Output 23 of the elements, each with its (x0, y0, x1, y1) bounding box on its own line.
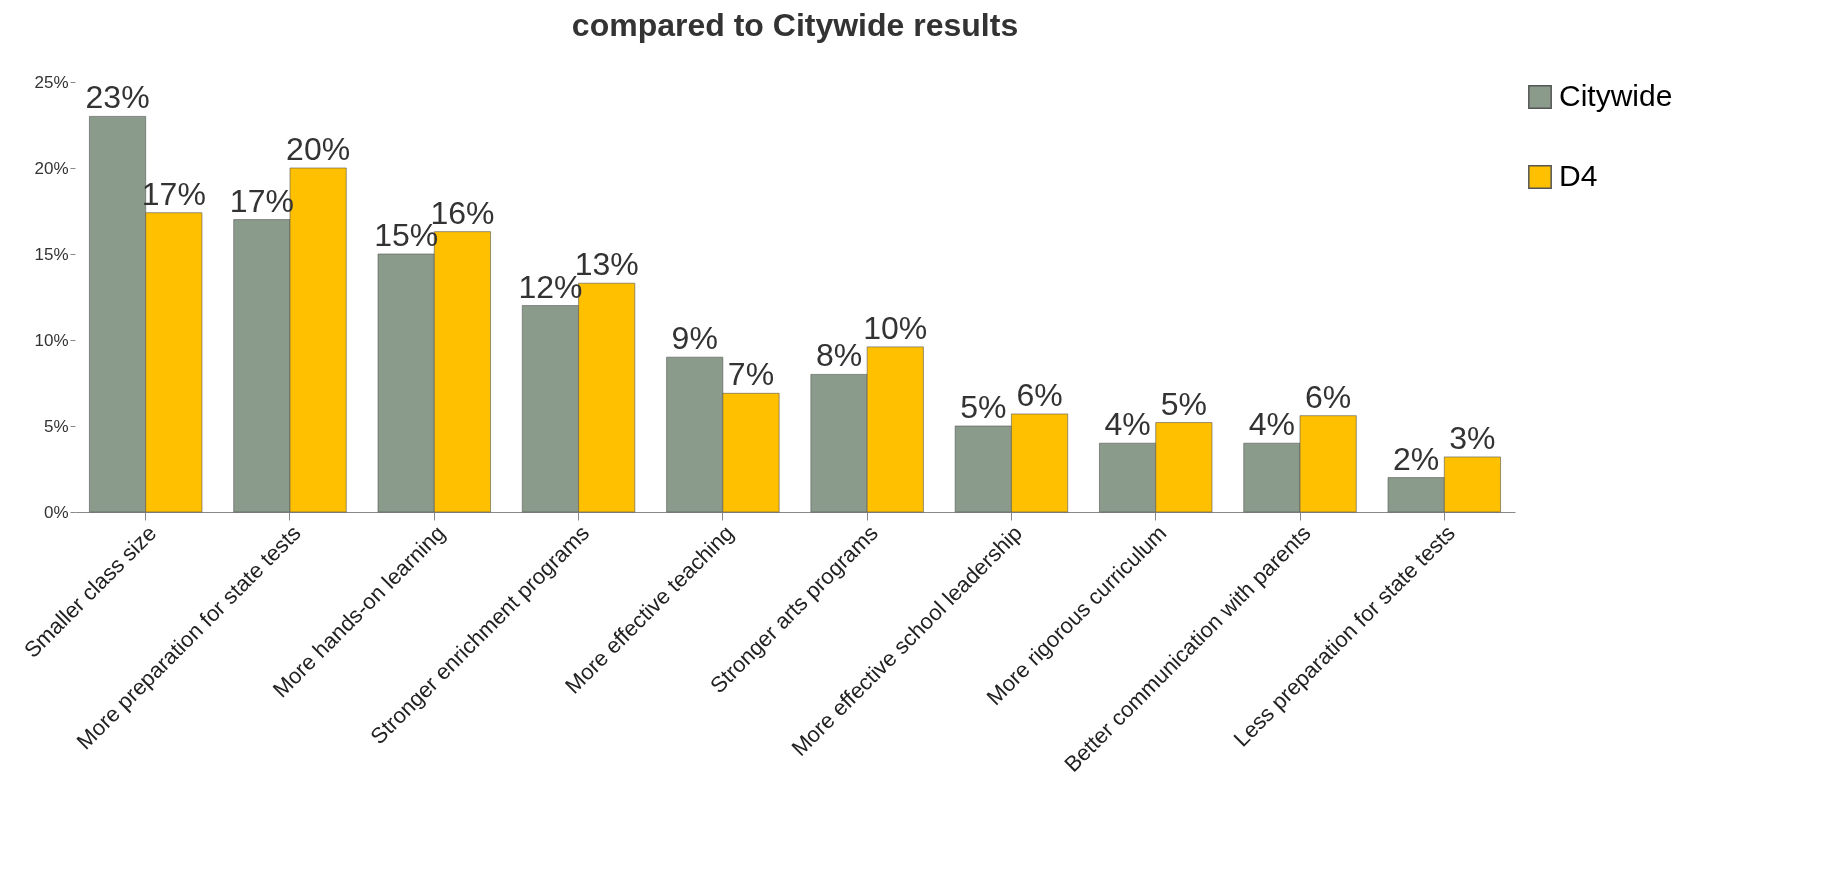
data-label: 9% (671, 320, 718, 357)
data-label: 5% (1160, 385, 1207, 422)
data-label: 10% (863, 309, 928, 346)
y-tick-label: 20% (34, 158, 69, 178)
data-label: 3% (1449, 419, 1496, 456)
y-tick-label: 10% (34, 330, 69, 350)
data-label: 23% (85, 79, 150, 116)
data-label: 6% (1016, 376, 1063, 413)
y-tick-label: 25% (34, 72, 69, 92)
data-label: 4% (1104, 406, 1151, 443)
data-label: 5% (960, 389, 1007, 425)
data-label: 4% (1248, 406, 1295, 443)
legend-label: Citywide (1559, 79, 1673, 112)
data-label: 8% (815, 337, 863, 374)
y-tick-label: 0% (43, 502, 69, 522)
y-tick-label: 5% (43, 416, 69, 436)
data-label: 6% (1305, 378, 1352, 415)
data-label: 2% (1393, 440, 1440, 477)
y-tick-label: 15% (34, 244, 69, 264)
data-label: 20% (286, 131, 351, 167)
data-label: 7% (727, 356, 775, 393)
legend-label: D4 (1559, 159, 1598, 192)
chart-title: compared to Citywide results (571, 7, 1019, 43)
